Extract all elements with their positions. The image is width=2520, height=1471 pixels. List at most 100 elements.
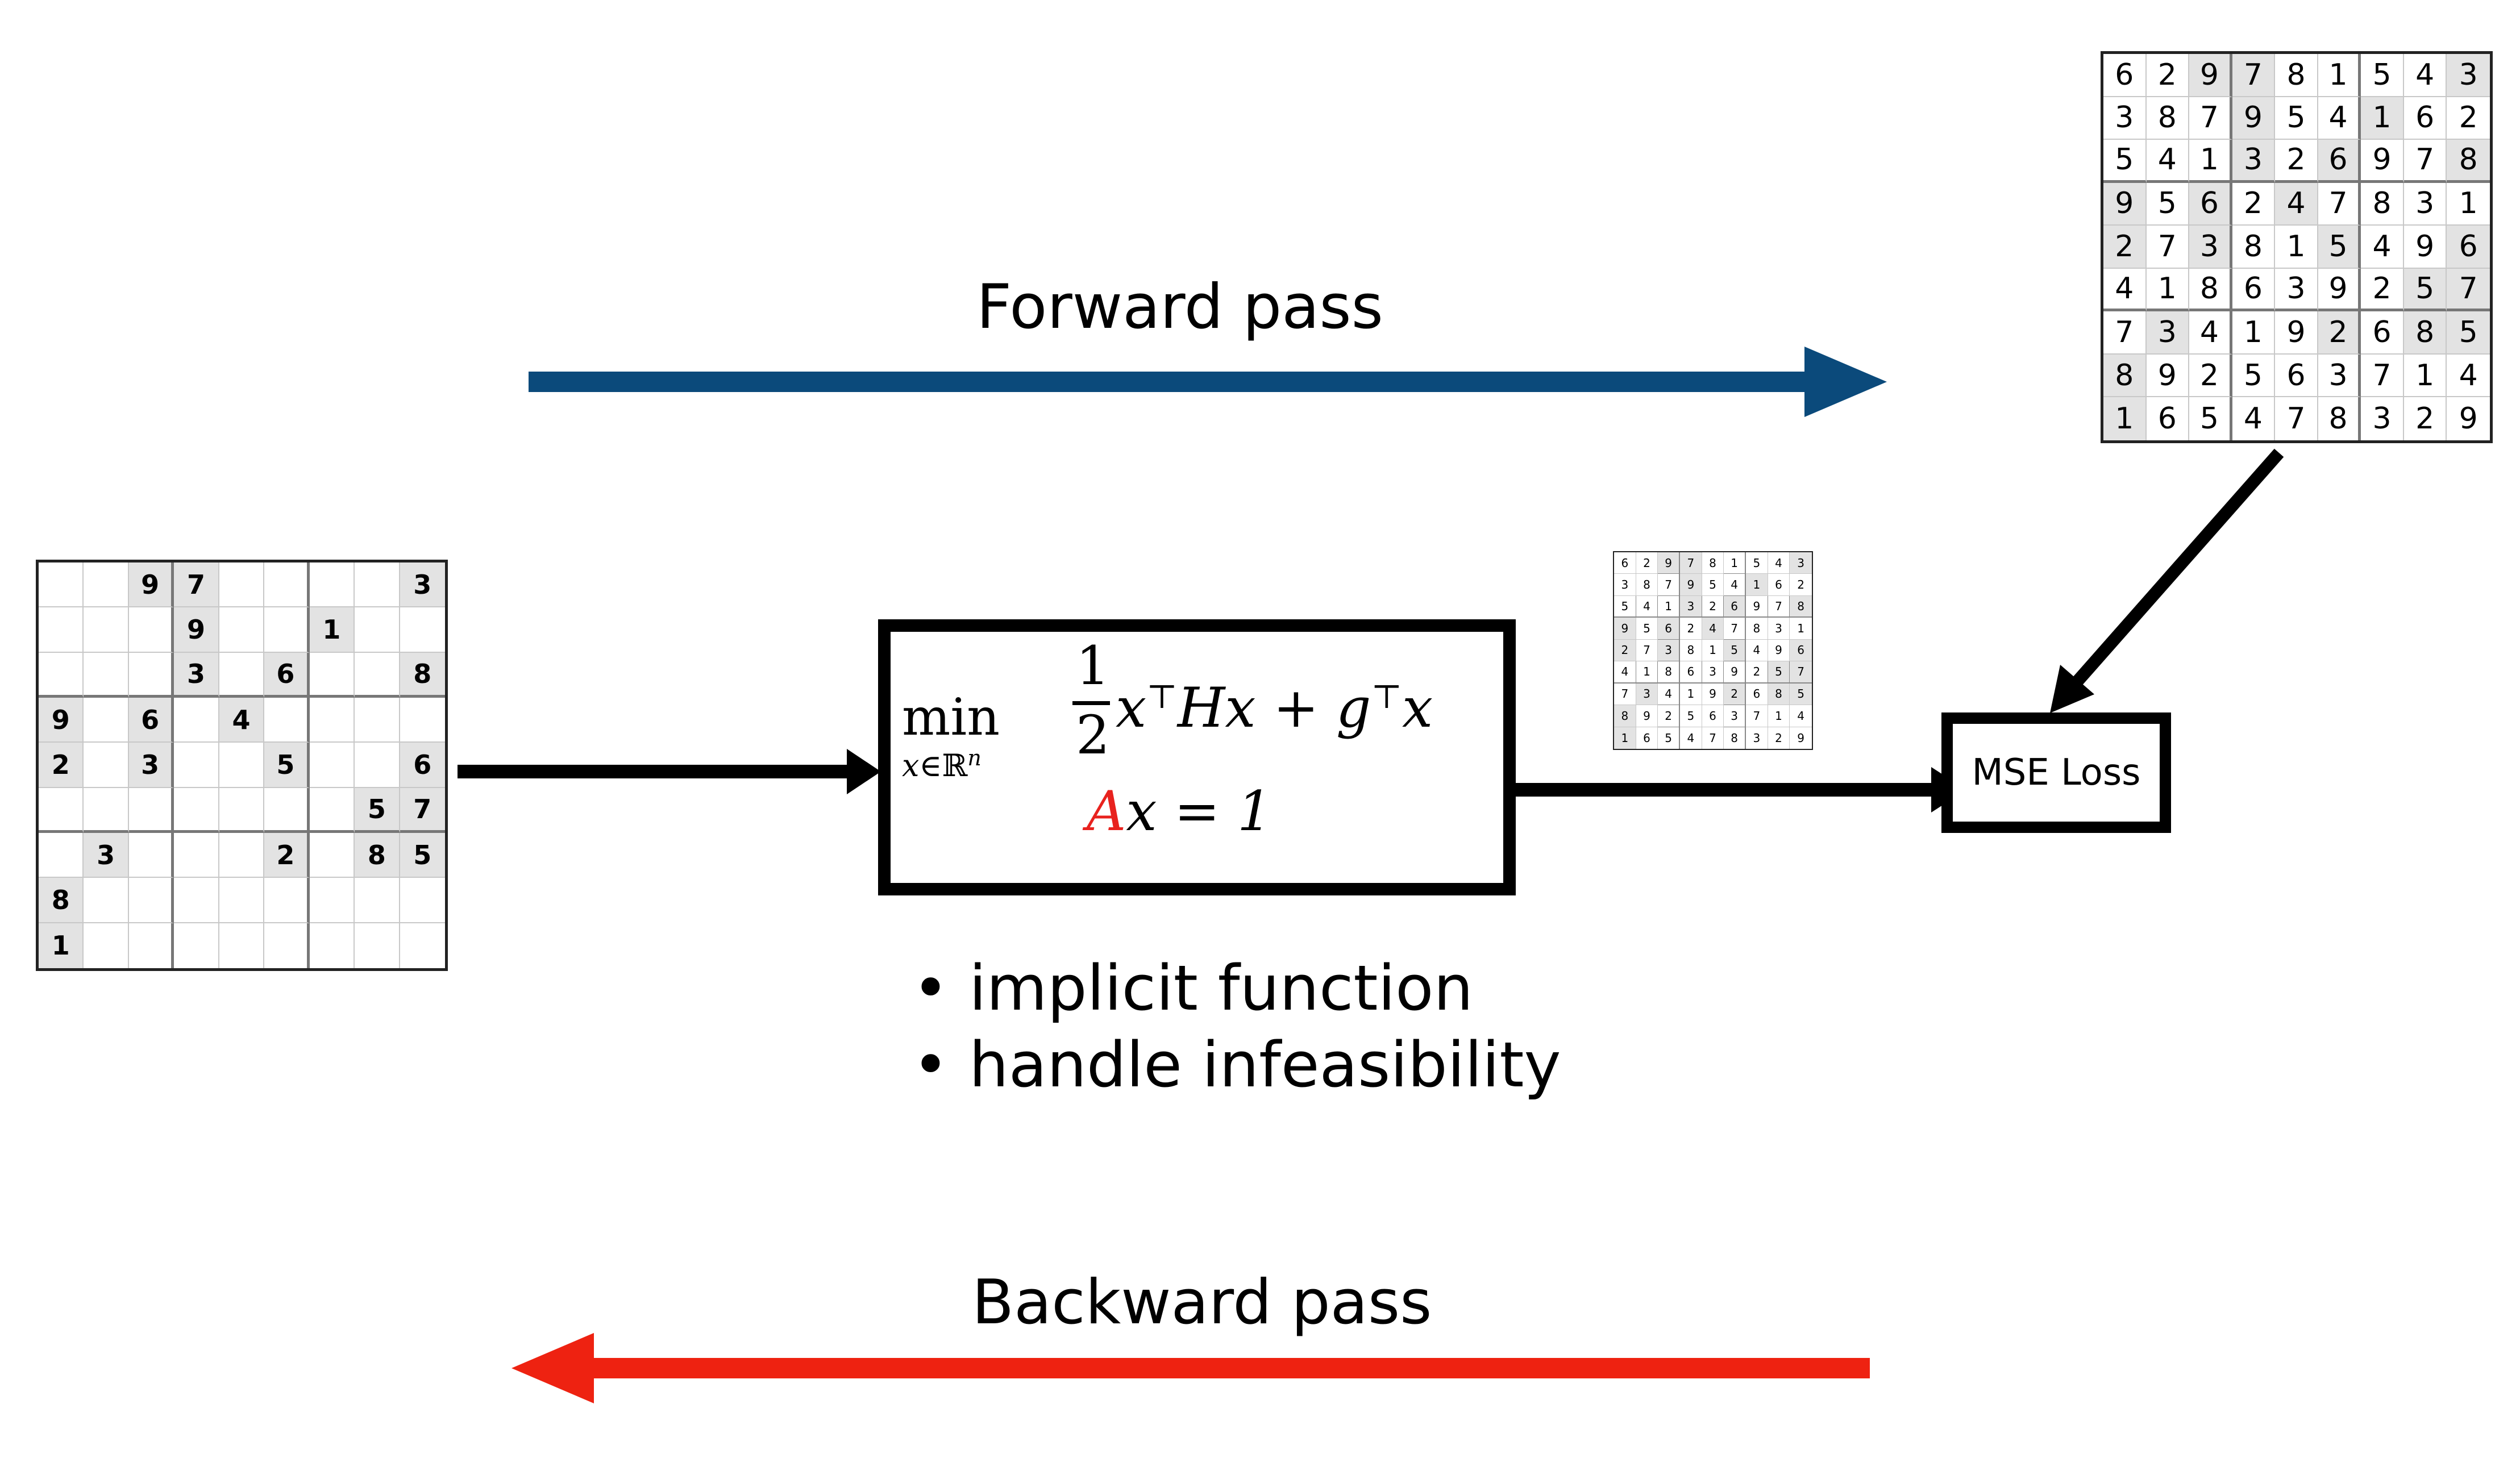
sudoku-solution-grid-cell: 1: [2447, 183, 2490, 226]
predicted-solution-thumbnail-cell: 1: [1614, 727, 1636, 749]
sudoku-input-grid-cell: [39, 607, 84, 653]
sudoku-solution-grid-cell: 7: [2403, 140, 2447, 183]
predicted-solution-thumbnail-cell: 1: [1746, 574, 1768, 596]
sudoku-solution-grid-cell: 8: [2103, 354, 2147, 398]
predicted-solution-thumbnail-cell: 4: [1724, 574, 1746, 596]
sudoku-input-grid-cell: [39, 562, 84, 608]
constraint-equation: x = 1: [1126, 780, 1273, 843]
min-subscript: x∈ℝn: [902, 745, 982, 784]
backward-pass-label: Backward pass: [972, 1267, 1432, 1338]
predicted-solution-thumbnail-cell: 3: [1636, 683, 1658, 706]
sudoku-solution-grid-cell: 6: [2147, 397, 2190, 440]
transpose-mark: ⊤: [1146, 677, 1178, 716]
sudoku-input-grid-cell: [355, 878, 400, 923]
sudoku-input-grid-cell: [219, 562, 265, 608]
sudoku-input-grid-cell: 6: [400, 743, 445, 788]
sudoku-solution-grid-cell: 7: [2189, 97, 2232, 140]
predicted-solution-thumbnail-cell: 8: [1790, 595, 1812, 618]
sudoku-solution-grid-cell: 8: [2318, 397, 2361, 440]
predicted-solution-thumbnail-cell: 8: [1702, 552, 1724, 574]
sudoku-input-grid-cell: [174, 743, 219, 788]
sudoku-input-grid-cell: [84, 607, 129, 653]
predicted-solution-thumbnail-cell: 9: [1702, 683, 1724, 706]
sudoku-input-grid-cell: 5: [355, 787, 400, 833]
predicted-solution-thumbnail-cell: 4: [1636, 595, 1658, 618]
sudoku-input-grid-cell: [174, 787, 219, 833]
sudoku-solution-grid-cell: 4: [2232, 397, 2276, 440]
predicted-solution-thumbnail-cell: 2: [1680, 618, 1702, 640]
sudoku-input-grid-cell: [219, 833, 265, 878]
fraction-one-half: 1 2: [1072, 635, 1110, 766]
forward-pass-arrow: [529, 347, 1887, 417]
sudoku-solution-grid-cell: 9: [2361, 140, 2404, 183]
predicted-solution-thumbnail-cell: 2: [1614, 639, 1636, 662]
predicted-solution-thumbnail-cell: 6: [1724, 595, 1746, 618]
subscript-domain: ∈ℝ: [919, 748, 968, 784]
objective-x: x: [1116, 676, 1147, 740]
solver-to-loss-arrow: [1515, 767, 1966, 812]
predicted-solution-thumbnail-cell: 4: [1614, 661, 1636, 684]
solver-properties-list: implicit function handle infeasibility: [912, 950, 1561, 1103]
predicted-solution-thumbnail-cell: 1: [1768, 705, 1790, 727]
forward-pass-label: Forward pass: [976, 272, 1383, 343]
sudoku-input-grid-cell: [400, 878, 445, 923]
predicted-solution-thumbnail-cell: 7: [1790, 661, 1812, 684]
predicted-solution-thumbnail-cell: 5: [1636, 618, 1658, 640]
sudoku-solution-grid-cell: 3: [2361, 397, 2404, 440]
sudoku-solution-grid-cell: 9: [2459, 402, 2478, 436]
sudoku-input-grid-cell: [174, 698, 219, 743]
sudoku-solution-grid-cell: 2: [2232, 182, 2276, 226]
predicted-solution-thumbnail-cell: 2: [1702, 595, 1724, 618]
predicted-solution-thumbnail-cell: 4: [1680, 727, 1702, 749]
sudoku-input-grid-cell: [355, 607, 400, 653]
sudoku-solution-grid-cell: 4: [2189, 311, 2232, 355]
sudoku-solution-grid-cell: 1: [2403, 354, 2447, 398]
sudoku-input-grid-cell: 3: [400, 562, 445, 608]
sudoku-input-grid-cell: [174, 923, 219, 968]
objective-x-2: x: [1402, 676, 1433, 740]
sudoku-solution-grid-cell: 6: [2189, 182, 2232, 226]
sudoku-solution-grid-cell: 3: [2447, 54, 2490, 97]
sudoku-input-grid-cell: 9: [174, 607, 219, 653]
sudoku-input-grid-cell: [355, 698, 400, 743]
sudoku-solution-grid-cell: 3: [2403, 182, 2447, 226]
predicted-solution-thumbnail-cell: 1: [1658, 595, 1680, 618]
sudoku-solution-grid-cell: 9: [2103, 182, 2147, 226]
predicted-solution-thumbnail-cell: 5: [1702, 574, 1724, 596]
sudoku-solution-grid-cell: 4: [2361, 226, 2404, 269]
predicted-solution-thumbnail-cell: 4: [1768, 552, 1790, 574]
sudoku-solution-grid-cell: 6: [2103, 54, 2147, 97]
sudoku-input-grid-cell: [309, 743, 355, 788]
sudoku-solution-grid-cell: 8: [2146, 97, 2190, 140]
predicted-solution-thumbnail-cell: 3: [1790, 552, 1812, 574]
predicted-solution-thumbnail-cell: 6: [1790, 639, 1812, 662]
sudoku-input-grid-cell: [84, 743, 129, 788]
sudoku-solution-grid-cell: 3: [2232, 140, 2276, 183]
predicted-solution-thumbnail-cell: 5: [1724, 639, 1746, 662]
sudoku-input-grid-cell: [129, 923, 174, 968]
sudoku-input-grid-cell: 1: [309, 607, 355, 653]
predicted-solution-thumbnail-cell: 1: [1790, 618, 1812, 640]
subscript-power: n: [967, 745, 982, 770]
sudoku-solution-grid-cell: 1: [2361, 97, 2404, 140]
predicted-solution-thumbnail-cell: 9: [1680, 574, 1702, 596]
predicted-solution-thumbnail-cell: 1: [1724, 552, 1746, 574]
sudoku-solution-grid-cell: 5: [2318, 226, 2361, 269]
sudoku-solution-grid-cell: 4: [2403, 54, 2447, 97]
predicted-solution-thumbnail-cell: 3: [1680, 595, 1702, 618]
sudoku-solution-grid-cell: 2: [2361, 268, 2404, 312]
sudoku-input-grid-cell: [309, 833, 355, 878]
predicted-solution-thumbnail-cell: 9: [1658, 552, 1680, 574]
predicted-solution-thumbnail-cell: 7: [1636, 639, 1658, 662]
predicted-solution-thumbnail-cell: 8: [1636, 574, 1658, 596]
sudoku-input-grid-cell: 1: [39, 923, 84, 968]
predicted-solution-thumbnail-cell: 3: [1746, 727, 1768, 749]
sudoku-input-grid-cell: [128, 607, 174, 653]
sudoku-solution-grid-cell: 4: [2318, 97, 2361, 140]
sudoku-solution-grid-cell: 5: [2189, 397, 2232, 440]
predicted-solution-thumbnail-cell: 4: [1790, 705, 1812, 727]
sudoku-solution-grid-cell: 5: [2361, 54, 2404, 97]
